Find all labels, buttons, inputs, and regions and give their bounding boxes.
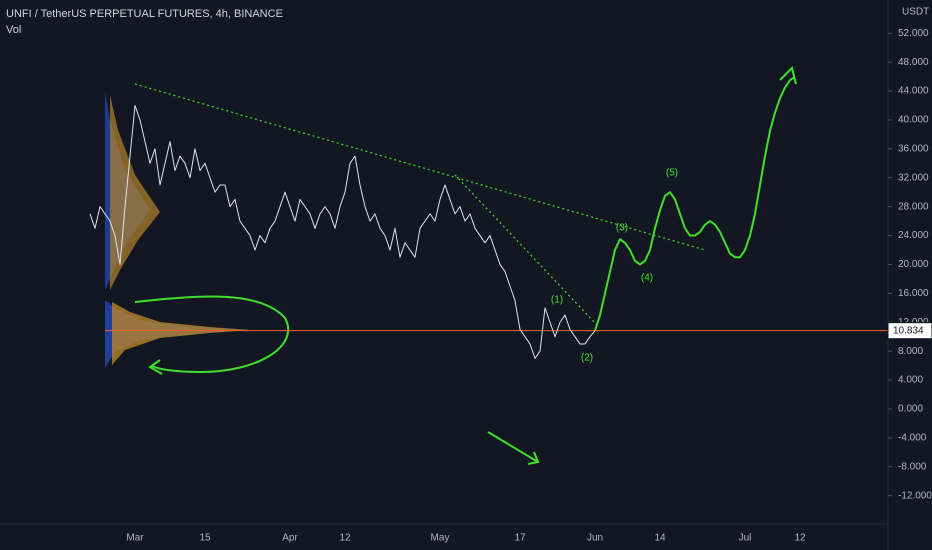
price-line xyxy=(89,104,596,359)
y-tick-label: 20.000 xyxy=(898,259,929,270)
y-tick-label: 16.000 xyxy=(898,288,929,299)
x-tick-label: Jun xyxy=(587,533,603,544)
x-tick-label: 15 xyxy=(199,533,211,544)
wave-label: (1) xyxy=(551,295,563,306)
x-tick-label: Jul xyxy=(739,533,752,544)
x-tick-label: 12 xyxy=(794,533,806,544)
y-tick-label: 52.000 xyxy=(898,28,929,39)
y-tick-label: 48.000 xyxy=(898,57,929,68)
price-tag xyxy=(887,322,932,340)
y-tick-label: 8.000 xyxy=(898,346,923,357)
x-tick-label: 14 xyxy=(654,533,666,544)
y-tick-label: 4.000 xyxy=(898,375,923,386)
chart-title: UNFI / TetherUS PERPETUAL FUTURES, 4h, B… xyxy=(6,8,283,20)
y-tick-label: -4.000 xyxy=(898,433,927,444)
pointer-arrow xyxy=(487,431,540,465)
y-tick-label: 44.000 xyxy=(898,86,929,97)
y-tick-label: 24.000 xyxy=(898,230,929,241)
y-tick-label: 28.000 xyxy=(898,201,929,212)
arrow-head xyxy=(779,66,797,85)
trend-line xyxy=(134,83,706,251)
x-tick-label: 12 xyxy=(339,533,351,544)
price-line xyxy=(594,75,796,331)
x-tick-label: May xyxy=(431,533,450,544)
y-tick-label: 0.000 xyxy=(898,404,923,415)
wave-label: (2) xyxy=(581,353,593,364)
wave-label: (4) xyxy=(641,273,653,284)
price-tag-label: 10.834 xyxy=(893,325,924,336)
arrow-head xyxy=(148,359,163,375)
x-tick-label: 17 xyxy=(514,533,526,544)
y-tick-label: 40.000 xyxy=(898,115,929,126)
indicator-label: Vol xyxy=(6,24,21,36)
y-tick-label: -12.000 xyxy=(898,490,932,501)
x-tick-label: Mar xyxy=(126,533,144,544)
y-tick-label: 32.000 xyxy=(898,172,929,183)
y-tick-label: -8.000 xyxy=(898,461,927,472)
wave-label: (3) xyxy=(616,223,628,234)
curved-arrow xyxy=(134,295,290,374)
y-tick-label: 36.000 xyxy=(898,143,929,154)
currency-label: USDT xyxy=(902,7,929,18)
wave-label: (5) xyxy=(666,168,678,179)
x-tick-label: Apr xyxy=(282,533,298,544)
